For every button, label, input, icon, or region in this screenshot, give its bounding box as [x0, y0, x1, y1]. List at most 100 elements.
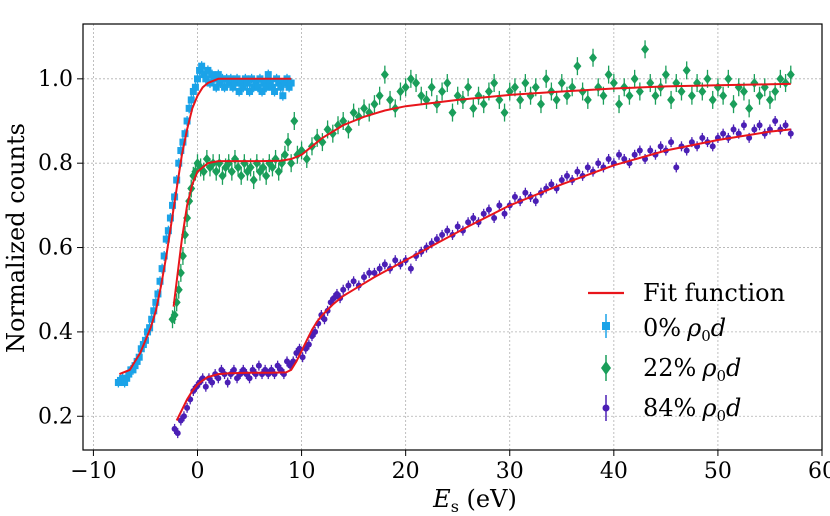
data-point	[532, 196, 539, 207]
marker-square	[208, 71, 216, 79]
data-point	[299, 352, 306, 363]
data-point	[568, 78, 577, 97]
data-point	[709, 141, 716, 152]
marker-circle	[616, 151, 623, 158]
marker-circle	[246, 375, 253, 382]
data-point	[239, 82, 247, 93]
data-point	[765, 90, 774, 109]
marker-diamond	[380, 69, 389, 80]
data-point	[526, 86, 535, 105]
marker-diamond	[360, 103, 369, 114]
marker-square	[204, 66, 212, 74]
marker-diamond	[202, 153, 211, 164]
data-point	[771, 82, 780, 101]
marker-diamond	[406, 73, 415, 84]
data-point	[271, 86, 279, 97]
series-0	[114, 61, 295, 388]
marker-square	[254, 83, 262, 91]
marker-circle	[454, 223, 461, 230]
data-point	[756, 120, 763, 131]
marker-diamond	[432, 99, 441, 110]
marker-diamond	[526, 90, 535, 101]
marker-diamond	[246, 162, 255, 173]
marker-diamond	[396, 86, 405, 97]
data-point	[209, 377, 216, 388]
marker-circle	[595, 160, 602, 167]
marker-square	[148, 315, 156, 323]
marker-circle	[746, 134, 753, 141]
marker-circle	[218, 366, 225, 373]
marker-square	[158, 265, 166, 273]
marker-square	[264, 71, 272, 79]
marker-square	[229, 83, 237, 91]
data-point	[224, 377, 231, 388]
data-point	[183, 116, 191, 127]
marker-diamond	[490, 78, 499, 89]
marker-circle	[444, 227, 451, 234]
data-point	[647, 145, 654, 156]
marker-square	[231, 79, 239, 87]
data-point	[464, 78, 473, 97]
marker-circle	[470, 215, 477, 222]
marker-diamond	[234, 162, 243, 173]
marker-diamond	[443, 78, 452, 89]
data-point	[312, 326, 319, 337]
data-point	[444, 225, 451, 236]
marker-diamond	[212, 166, 221, 177]
data-point	[290, 112, 299, 131]
legend-fit-label: Fit function	[643, 279, 785, 307]
marker-circle	[740, 122, 747, 129]
marker-square	[179, 138, 187, 146]
data-point	[204, 65, 212, 76]
marker-circle	[485, 206, 492, 213]
axis-ticks: −10 0 10 20 30 40 50 60 0.2 0.4 0.6 0.8 1.0	[38, 67, 830, 484]
marker-diamond	[583, 94, 592, 105]
data-point	[630, 69, 639, 88]
marker-diamond	[604, 69, 613, 80]
marker-square	[260, 79, 268, 87]
data-point	[511, 191, 518, 202]
data-point	[427, 78, 436, 97]
marker-circle	[673, 164, 680, 171]
marker-square	[183, 117, 191, 125]
data-point	[360, 99, 369, 118]
marker-square	[210, 75, 218, 83]
data-point	[745, 99, 754, 118]
marker-square	[144, 328, 152, 336]
data-point	[302, 149, 311, 168]
marker-diamond	[422, 94, 431, 105]
marker-square	[246, 87, 254, 95]
data-point	[491, 213, 498, 224]
marker-circle	[330, 295, 337, 302]
data-point	[202, 381, 209, 392]
data-point	[672, 74, 681, 93]
marker-square	[212, 83, 220, 91]
marker-square	[175, 159, 183, 167]
data-point	[401, 78, 410, 97]
marker-circle	[574, 168, 581, 175]
data-point	[221, 82, 229, 93]
x-tick-label: 50	[704, 459, 732, 484]
data-point	[177, 145, 185, 156]
data-point	[734, 78, 743, 97]
data-point	[510, 78, 519, 97]
marker-circle	[751, 126, 758, 133]
marker-diamond	[370, 99, 379, 110]
fit-0-curve	[119, 77, 292, 376]
marker-circle	[720, 130, 727, 137]
data-point	[651, 86, 660, 105]
marker-diamond	[438, 86, 447, 97]
marker-square	[196, 66, 204, 74]
data-point	[495, 90, 504, 109]
marker-circle	[772, 118, 779, 125]
data-point	[500, 103, 509, 122]
data-point	[330, 293, 337, 304]
data-point	[751, 124, 758, 135]
marker-circle	[184, 404, 191, 411]
marker-diamond	[687, 90, 696, 101]
marker-circle	[668, 139, 675, 146]
marker-diamond	[474, 90, 483, 101]
marker-circle	[621, 155, 628, 162]
data-point	[386, 90, 395, 109]
marker-diamond	[729, 99, 738, 110]
